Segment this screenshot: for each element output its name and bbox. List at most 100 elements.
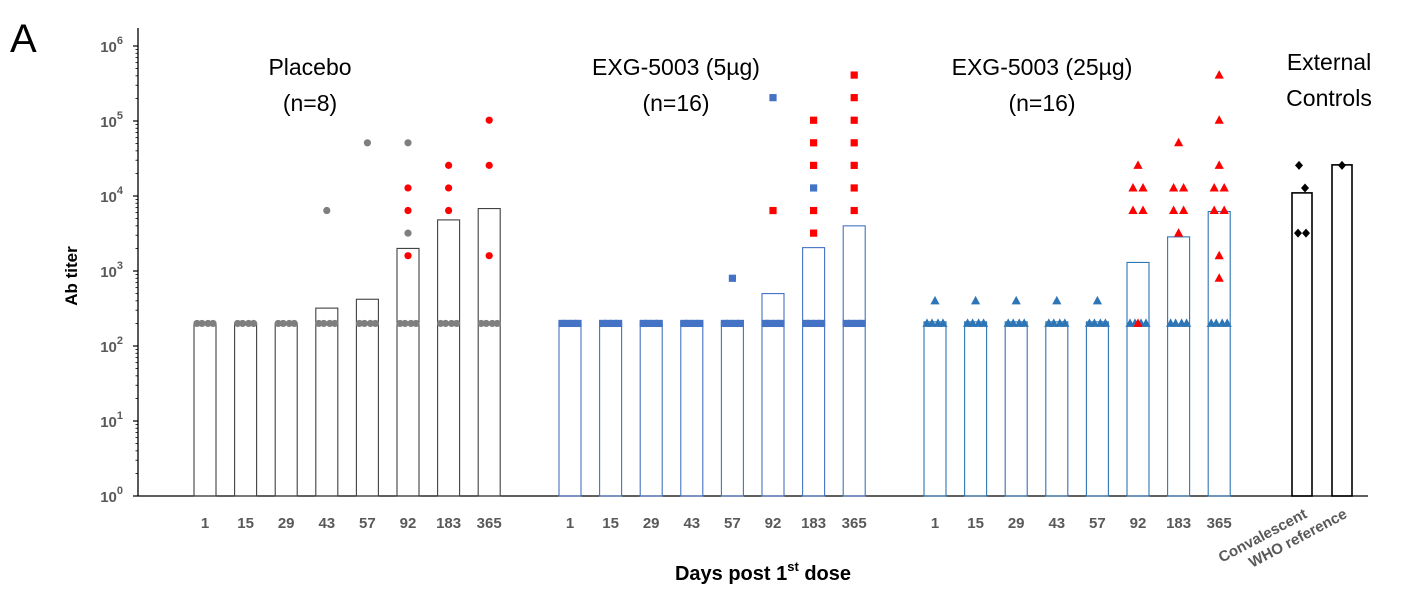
y-tick-label: 105 <box>100 110 123 131</box>
data-point <box>366 319 374 328</box>
data-point <box>234 319 242 328</box>
data-point <box>290 319 298 328</box>
y-tick-exponent: 2 <box>117 335 123 347</box>
data-point <box>810 139 818 147</box>
data-point <box>1182 318 1192 327</box>
data-point <box>802 319 810 328</box>
data-point <box>650 319 658 328</box>
data-point <box>315 319 323 328</box>
data-point <box>453 319 461 328</box>
data-point <box>445 206 453 215</box>
data-point <box>858 319 866 328</box>
data-point <box>1174 228 1184 237</box>
data-point <box>485 252 493 260</box>
x-tick-label: 365 <box>842 515 867 532</box>
data-point <box>198 319 206 328</box>
data-point <box>1092 295 1102 305</box>
data-point <box>610 319 618 328</box>
data-point <box>761 319 769 328</box>
data-point <box>1128 182 1138 192</box>
data-point <box>1171 318 1181 327</box>
bar <box>396 247 420 497</box>
data-point <box>412 319 420 328</box>
data-point <box>810 161 818 169</box>
data-point <box>728 274 736 282</box>
group-subtitle: (n=16) <box>642 90 709 116</box>
data-point <box>810 116 818 124</box>
data-point <box>847 319 855 328</box>
x-tick-label: 43 <box>683 515 700 532</box>
data-point <box>807 319 815 328</box>
y-tick-label: 101 <box>100 410 123 431</box>
bar <box>923 321 947 497</box>
data-point <box>853 319 861 328</box>
x-tick-label: 57 <box>359 515 376 532</box>
bar <box>1331 164 1353 497</box>
x-tick-label: 43 <box>318 515 335 532</box>
data-point <box>1169 182 1179 192</box>
data-point <box>1214 115 1224 124</box>
bar <box>599 322 623 497</box>
data-point <box>731 319 739 328</box>
group-title: External <box>1287 49 1371 75</box>
y-tick-base: 10 <box>100 414 117 431</box>
x-tick-label: 29 <box>278 515 295 532</box>
data-point <box>569 319 577 328</box>
panel-label: A <box>10 17 37 61</box>
data-point <box>1295 160 1303 170</box>
data-point <box>736 319 744 328</box>
data-point <box>1060 318 1070 327</box>
data-point <box>725 319 733 328</box>
x-tick-label: 1 <box>566 515 574 532</box>
data-point <box>769 206 777 215</box>
bar <box>842 225 866 497</box>
x-tick-label: 92 <box>765 515 782 532</box>
data-point <box>404 206 412 215</box>
data-point <box>772 319 780 328</box>
data-point <box>850 94 858 102</box>
data-point <box>1214 160 1224 169</box>
x-tick-label: 57 <box>724 515 741 532</box>
data-point <box>810 229 818 237</box>
bar <box>1004 321 1028 497</box>
x-tick-label: 183 <box>801 515 826 532</box>
data-point <box>777 319 785 328</box>
bar <box>761 293 785 497</box>
data-point <box>850 139 858 147</box>
data-point <box>320 319 328 328</box>
y-tick-exponent: 6 <box>117 35 123 47</box>
data-point <box>930 295 940 305</box>
data-point <box>323 206 331 215</box>
data-point <box>1219 205 1229 215</box>
data-point <box>1100 318 1110 327</box>
bar <box>720 321 744 497</box>
data-point <box>1008 318 1018 327</box>
bar <box>964 321 988 497</box>
x-axis-label-tail: dose <box>799 563 851 585</box>
data-point <box>442 319 450 328</box>
data-point <box>1138 182 1148 192</box>
bar <box>1085 321 1109 497</box>
y-tick-base: 10 <box>100 489 117 506</box>
data-point <box>1219 182 1229 192</box>
bar <box>477 208 501 497</box>
bar <box>1167 236 1191 497</box>
x-tick-label: 183 <box>436 515 461 532</box>
y-tick-exponent: 1 <box>117 410 123 422</box>
y-tick-base: 10 <box>100 39 117 56</box>
data-point <box>639 319 647 328</box>
data-point <box>1011 295 1021 305</box>
bar <box>437 219 461 497</box>
y-tick-base: 10 <box>100 339 117 356</box>
data-point <box>1214 250 1224 260</box>
data-point <box>927 318 937 327</box>
data-point <box>355 319 363 328</box>
data-point <box>326 319 334 328</box>
data-point <box>813 319 821 328</box>
group-title: EXG-5003 (5µg) <box>592 54 760 80</box>
x-tick-label: 57 <box>1089 515 1106 532</box>
data-point <box>482 319 490 328</box>
y-tick-label: 103 <box>100 260 123 281</box>
y-axis-label: Ab titer <box>62 246 81 306</box>
x-tick-label: 15 <box>967 515 984 532</box>
